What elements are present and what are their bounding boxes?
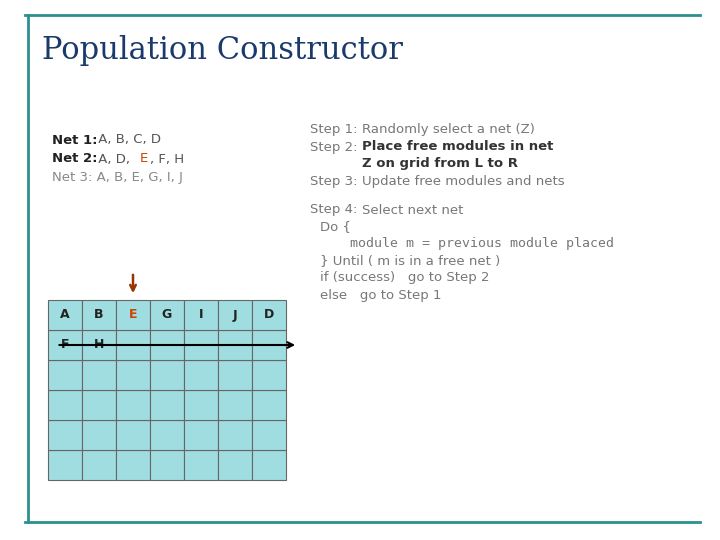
Bar bbox=[82, 300, 116, 330]
Text: J: J bbox=[233, 308, 238, 321]
Text: Do {: Do { bbox=[320, 220, 351, 233]
Text: F: F bbox=[60, 339, 69, 352]
Bar bbox=[82, 360, 116, 390]
Text: Step 1:: Step 1: bbox=[310, 124, 361, 137]
Text: Population Constructor: Population Constructor bbox=[42, 35, 403, 65]
Text: B: B bbox=[94, 308, 104, 321]
Text: Net 3: A, B, E, G, I, J: Net 3: A, B, E, G, I, J bbox=[52, 172, 183, 185]
Text: if (success)   go to Step 2: if (success) go to Step 2 bbox=[320, 272, 490, 285]
Bar bbox=[252, 390, 286, 420]
Text: Step 4:: Step 4: bbox=[310, 204, 361, 217]
Bar bbox=[252, 450, 286, 480]
Bar bbox=[252, 330, 286, 360]
Bar bbox=[218, 450, 252, 480]
Text: Net 2:: Net 2: bbox=[52, 152, 97, 165]
Bar bbox=[184, 300, 218, 330]
Text: Randomly select a net (Z): Randomly select a net (Z) bbox=[362, 124, 535, 137]
Text: Update free modules and nets: Update free modules and nets bbox=[362, 174, 564, 187]
Bar bbox=[116, 420, 150, 450]
Bar bbox=[82, 390, 116, 420]
Bar bbox=[184, 420, 218, 450]
Bar bbox=[184, 450, 218, 480]
Text: D: D bbox=[264, 308, 274, 321]
Text: G: G bbox=[162, 308, 172, 321]
Bar bbox=[252, 360, 286, 390]
Bar bbox=[218, 330, 252, 360]
Bar bbox=[116, 300, 150, 330]
Text: A, D,: A, D, bbox=[94, 152, 134, 165]
Text: A: A bbox=[60, 308, 70, 321]
Text: , F, H: , F, H bbox=[150, 152, 184, 165]
Text: Net 1:: Net 1: bbox=[52, 133, 97, 146]
Text: Z on grid from L to R: Z on grid from L to R bbox=[362, 158, 518, 171]
Text: } Until ( m is in a free net ): } Until ( m is in a free net ) bbox=[320, 254, 500, 267]
Bar bbox=[150, 360, 184, 390]
Bar bbox=[116, 360, 150, 390]
Bar bbox=[82, 420, 116, 450]
Bar bbox=[116, 390, 150, 420]
Bar bbox=[150, 450, 184, 480]
Text: Place free modules in net: Place free modules in net bbox=[362, 140, 554, 153]
Bar bbox=[184, 390, 218, 420]
Bar bbox=[184, 360, 218, 390]
Bar bbox=[184, 330, 218, 360]
Bar bbox=[116, 330, 150, 360]
Bar bbox=[252, 420, 286, 450]
Text: Step 2:: Step 2: bbox=[310, 140, 361, 153]
Text: I: I bbox=[199, 308, 203, 321]
Text: E: E bbox=[129, 308, 138, 321]
Text: Select next net: Select next net bbox=[362, 204, 464, 217]
Bar bbox=[150, 390, 184, 420]
Bar bbox=[48, 390, 82, 420]
Bar bbox=[252, 300, 286, 330]
Bar bbox=[150, 420, 184, 450]
Bar bbox=[218, 300, 252, 330]
Bar bbox=[150, 330, 184, 360]
Bar bbox=[150, 300, 184, 330]
Bar bbox=[48, 420, 82, 450]
Bar bbox=[218, 390, 252, 420]
Text: A, B, C, D: A, B, C, D bbox=[94, 133, 161, 146]
Text: E: E bbox=[140, 152, 148, 165]
Bar bbox=[48, 360, 82, 390]
Text: H: H bbox=[94, 339, 104, 352]
Bar bbox=[48, 450, 82, 480]
Bar bbox=[82, 330, 116, 360]
Bar bbox=[48, 300, 82, 330]
Bar bbox=[218, 360, 252, 390]
Bar bbox=[218, 420, 252, 450]
Bar bbox=[48, 330, 82, 360]
Bar bbox=[116, 450, 150, 480]
Text: Step 3:: Step 3: bbox=[310, 174, 361, 187]
Bar bbox=[82, 450, 116, 480]
Text: module m = previous module placed: module m = previous module placed bbox=[350, 238, 614, 251]
Text: else   go to Step 1: else go to Step 1 bbox=[320, 288, 441, 301]
